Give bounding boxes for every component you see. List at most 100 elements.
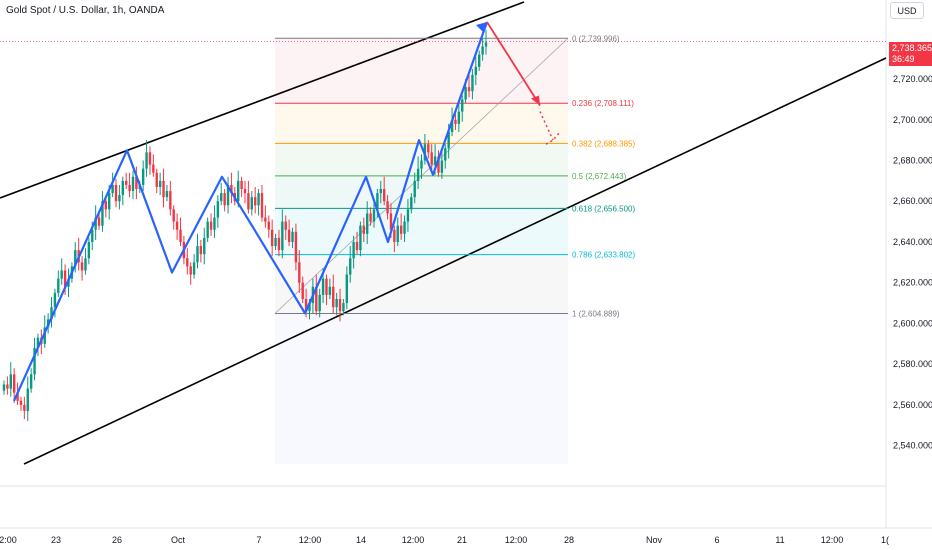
candle-body <box>162 180 165 198</box>
candle-body <box>355 241 359 251</box>
currency-button[interactable]: USD <box>890 2 924 19</box>
candle-body <box>325 278 328 295</box>
candle-body <box>172 209 175 222</box>
candle-body <box>23 404 26 412</box>
candle-body <box>80 262 84 271</box>
fib-level-label: 1 (2,604.889) <box>572 309 620 318</box>
candle-body <box>118 195 121 202</box>
candle-body <box>464 87 467 100</box>
candle-body <box>257 193 260 206</box>
candle-body <box>379 189 382 194</box>
candle-body <box>301 282 304 299</box>
candle-body <box>362 225 366 234</box>
candle-body <box>382 189 386 202</box>
candle-body <box>454 119 457 124</box>
candle-body <box>60 270 63 279</box>
candle-body <box>342 303 345 312</box>
fib-level-label: 0.382 (2,688.385) <box>572 139 635 148</box>
candle-body <box>369 213 372 222</box>
candle-body <box>104 201 108 210</box>
x-tick-label: 23 <box>51 535 61 545</box>
candle-body <box>108 193 111 210</box>
candle-body <box>471 74 474 92</box>
candle-body <box>29 374 33 389</box>
candle-body <box>287 229 291 242</box>
candle-body <box>240 180 243 190</box>
y-tick-label: 2,700.000 <box>893 115 932 125</box>
candle-body <box>203 237 206 255</box>
candle-body <box>328 286 332 295</box>
candle-body <box>365 213 369 234</box>
x-tick-label: 12:00 <box>505 535 528 545</box>
candle-body <box>318 294 321 312</box>
x-tick-label: 1( <box>881 535 889 545</box>
candle-body <box>247 193 250 210</box>
candle-body <box>450 119 454 132</box>
x-tick-label: 14 <box>356 535 366 545</box>
fib-zone-extension <box>275 313 568 464</box>
candle-body <box>155 172 158 187</box>
candle-body <box>216 201 220 218</box>
candle-body <box>321 278 325 295</box>
candle-body <box>16 392 19 401</box>
candle-body <box>206 221 209 238</box>
candle-body <box>420 160 423 169</box>
y-tick-label: 2,640.000 <box>893 237 932 247</box>
candle-body <box>304 298 308 312</box>
candle-body <box>315 286 318 312</box>
candle-body <box>444 148 447 161</box>
candle-body <box>128 184 131 192</box>
y-tick-label: 2,600.000 <box>893 318 932 328</box>
candle-body <box>97 217 101 226</box>
candle-body <box>274 237 277 247</box>
x-tick-label: Oct <box>171 535 186 545</box>
candle-body <box>230 184 233 194</box>
candle-body <box>121 180 125 196</box>
fib-zone <box>275 38 568 104</box>
y-tick-label: 2,560.000 <box>893 400 932 410</box>
projection-arrowhead <box>531 95 540 106</box>
candle-body <box>192 262 196 275</box>
candle-body <box>63 270 67 287</box>
candle-body <box>440 160 444 173</box>
candle-body <box>308 303 311 312</box>
y-tick-label: 2,580.000 <box>893 359 932 369</box>
candle-body <box>349 258 352 275</box>
candle-body <box>267 221 270 230</box>
x-tick-label: 2:00 <box>0 535 17 545</box>
candle-body <box>433 156 437 165</box>
fib-level-label: 0 (2,739.996) <box>572 34 620 43</box>
candle-body <box>53 292 57 308</box>
candle-body <box>12 374 16 393</box>
candle-body <box>74 250 77 267</box>
last-price-value: 2,738.365 <box>892 43 932 53</box>
candle-body <box>19 400 23 405</box>
candle-body <box>101 201 104 226</box>
candle-body <box>298 262 301 283</box>
x-tick-label: 12:00 <box>299 535 322 545</box>
y-tick-label: 2,660.000 <box>893 196 932 206</box>
fib-level-label: 0.786 (2,633.802) <box>572 251 635 260</box>
projection-dotted-arrow <box>545 131 561 145</box>
fib-level-label: 0.5 (2,672.443) <box>572 172 627 181</box>
candle-body <box>399 225 403 234</box>
candle-body <box>484 42 488 47</box>
candle-body <box>332 286 335 308</box>
candle-body <box>165 191 169 198</box>
candle-body <box>189 266 192 275</box>
x-tick-label: 21 <box>457 535 467 545</box>
candle-body <box>199 246 203 255</box>
candle-body <box>281 221 284 251</box>
y-tick-label: 2,620.000 <box>893 278 932 288</box>
candle-body <box>478 54 481 67</box>
x-tick-label: 28 <box>564 535 574 545</box>
candle-body <box>277 237 281 251</box>
candle-body <box>209 221 213 230</box>
candle-body <box>437 156 440 173</box>
candle-body <box>196 246 199 263</box>
chart-title: Gold Spot / U.S. Dollar, 1h, OANDA <box>6 5 165 16</box>
candle-body <box>253 197 257 206</box>
candle-body <box>410 197 413 210</box>
